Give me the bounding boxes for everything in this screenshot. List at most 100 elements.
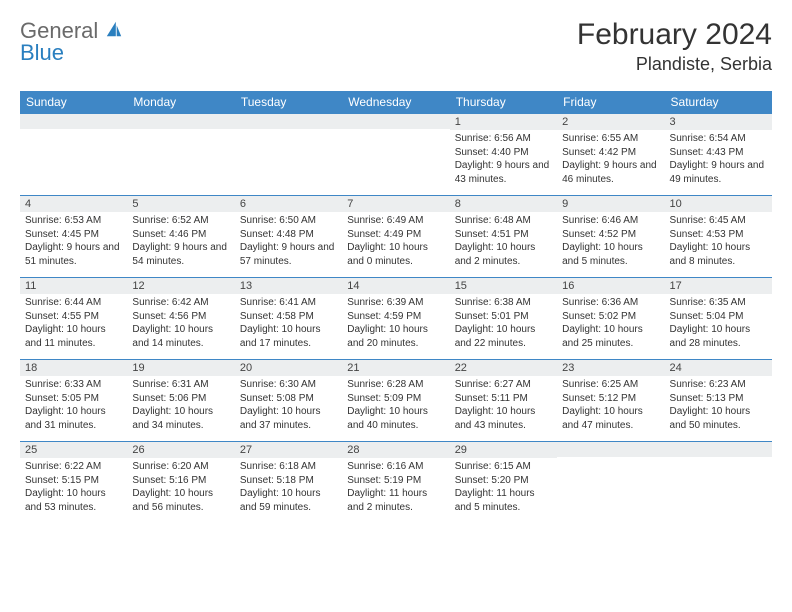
day-number: 9 (557, 196, 664, 212)
week-row: 1 Sunrise: 6:56 AMSunset: 4:40 PMDaylight… (20, 114, 772, 196)
day-info: Sunrise: 6:55 AMSunset: 4:42 PMDaylight:… (562, 132, 659, 186)
day-cell: 20Sunrise: 6:30 AMSunset: 5:08 PMDayligh… (235, 360, 342, 442)
day-info: Sunrise: 6:50 AMSunset: 4:48 PMDaylight:… (240, 214, 337, 268)
day-cell: 17 Sunrise: 6:35 AMSunset: 5:04 PMDayligh… (665, 278, 772, 360)
day-cell (235, 114, 342, 196)
day-cell: 13 Sunrise: 6:41 AMSunset: 4:58 PMDayligh… (235, 278, 342, 360)
day-number: 16 (557, 278, 664, 294)
day-cell: 8 Sunrise: 6:48 AMSunset: 4:51 PMDaylight… (450, 196, 557, 278)
day-cell: 9 Sunrise: 6:46 AMSunset: 4:52 PMDaylight… (557, 196, 664, 278)
day-cell: 6 Sunrise: 6:50 AMSunset: 4:48 PMDaylight… (235, 196, 342, 278)
day-header-row: SundayMondayTuesdayWednesdayThursdayFrid… (20, 91, 772, 114)
day-info: Sunrise: 6:18 AMSunset: 5:18 PMDaylight:… (240, 460, 337, 514)
empty-day-number (235, 114, 342, 129)
day-info: Sunrise: 6:15 AMSunset: 5:20 PMDaylight:… (455, 460, 552, 514)
day-cell: 2 Sunrise: 6:55 AMSunset: 4:42 PMDaylight… (557, 114, 664, 196)
day-cell: 15Sunrise: 6:38 AMSunset: 5:01 PMDayligh… (450, 278, 557, 360)
day-cell: 29Sunrise: 6:15 AMSunset: 5:20 PMDayligh… (450, 442, 557, 524)
day-number: 28 (342, 442, 449, 458)
day-info: Sunrise: 6:41 AMSunset: 4:58 PMDaylight:… (240, 296, 337, 350)
empty-day-number (127, 114, 234, 129)
empty-day-number (342, 114, 449, 129)
day-header-sunday: Sunday (20, 91, 127, 114)
day-cell: 1 Sunrise: 6:56 AMSunset: 4:40 PMDaylight… (450, 114, 557, 196)
day-number: 12 (127, 278, 234, 294)
day-info: Sunrise: 6:52 AMSunset: 4:46 PMDaylight:… (132, 214, 229, 268)
day-cell: 28 Sunrise: 6:16 AMSunset: 5:19 PMDayligh… (342, 442, 449, 524)
empty-day-number (20, 114, 127, 129)
day-info: Sunrise: 6:35 AMSunset: 5:04 PMDaylight:… (670, 296, 767, 350)
day-info: Sunrise: 6:30 AMSunset: 5:08 PMDaylight:… (240, 378, 337, 432)
day-cell: 22 Sunrise: 6:27 AMSunset: 5:11 PMDayligh… (450, 360, 557, 442)
day-number: 1 (450, 114, 557, 130)
day-cell (127, 114, 234, 196)
day-number: 4 (20, 196, 127, 212)
day-info: Sunrise: 6:23 AMSunset: 5:13 PMDaylight:… (670, 378, 767, 432)
calendar-table: SundayMondayTuesdayWednesdayThursdayFrid… (20, 91, 772, 524)
day-info: Sunrise: 6:54 AMSunset: 4:43 PMDaylight:… (670, 132, 767, 186)
day-cell: 18 Sunrise: 6:33 AMSunset: 5:05 PMDayligh… (20, 360, 127, 442)
day-cell: 23Sunrise: 6:25 AMSunset: 5:12 PMDayligh… (557, 360, 664, 442)
day-number: 19 (127, 360, 234, 376)
day-number: 15 (450, 278, 557, 294)
day-number: 25 (20, 442, 127, 458)
day-number: 18 (20, 360, 127, 376)
day-info: Sunrise: 6:45 AMSunset: 4:53 PMDaylight:… (670, 214, 767, 268)
day-number: 24 (665, 360, 772, 376)
day-info: Sunrise: 6:53 AMSunset: 4:45 PMDaylight:… (25, 214, 122, 268)
day-cell: 5 Sunrise: 6:52 AMSunset: 4:46 PMDaylight… (127, 196, 234, 278)
day-number: 17 (665, 278, 772, 294)
day-cell: 10Sunrise: 6:45 AMSunset: 4:53 PMDayligh… (665, 196, 772, 278)
day-number: 3 (665, 114, 772, 130)
logo-text-blue: Blue (20, 40, 123, 66)
day-cell (557, 442, 664, 524)
day-info: Sunrise: 6:31 AMSunset: 5:06 PMDaylight:… (132, 378, 229, 432)
day-number: 11 (20, 278, 127, 294)
day-cell (342, 114, 449, 196)
day-header-wednesday: Wednesday (342, 91, 449, 114)
day-info: Sunrise: 6:42 AMSunset: 4:56 PMDaylight:… (132, 296, 229, 350)
day-cell: 24 Sunrise: 6:23 AMSunset: 5:13 PMDayligh… (665, 360, 772, 442)
day-number: 8 (450, 196, 557, 212)
calendar-body: 1 Sunrise: 6:56 AMSunset: 4:40 PMDaylight… (20, 114, 772, 524)
day-header-monday: Monday (127, 91, 234, 114)
logo-text-wrap: General Blue (20, 18, 123, 66)
day-info: Sunrise: 6:22 AMSunset: 5:15 PMDaylight:… (25, 460, 122, 514)
day-info: Sunrise: 6:28 AMSunset: 5:09 PMDaylight:… (347, 378, 444, 432)
day-info: Sunrise: 6:27 AMSunset: 5:11 PMDaylight:… (455, 378, 552, 432)
logo-sail-icon (105, 20, 123, 38)
day-number: 5 (127, 196, 234, 212)
day-number: 22 (450, 360, 557, 376)
day-cell: 12 Sunrise: 6:42 AMSunset: 4:56 PMDayligh… (127, 278, 234, 360)
week-row: 4 Sunrise: 6:53 AMSunset: 4:45 PMDaylight… (20, 196, 772, 278)
day-info: Sunrise: 6:48 AMSunset: 4:51 PMDaylight:… (455, 214, 552, 268)
day-header-tuesday: Tuesday (235, 91, 342, 114)
day-cell: 14Sunrise: 6:39 AMSunset: 4:59 PMDayligh… (342, 278, 449, 360)
day-info: Sunrise: 6:44 AMSunset: 4:55 PMDaylight:… (25, 296, 122, 350)
day-cell: 16 Sunrise: 6:36 AMSunset: 5:02 PMDayligh… (557, 278, 664, 360)
day-cell: 3 Sunrise: 6:54 AMSunset: 4:43 PMDaylight… (665, 114, 772, 196)
day-header-saturday: Saturday (665, 91, 772, 114)
day-info: Sunrise: 6:33 AMSunset: 5:05 PMDaylight:… (25, 378, 122, 432)
day-number: 6 (235, 196, 342, 212)
day-info: Sunrise: 6:56 AMSunset: 4:40 PMDaylight:… (455, 132, 552, 186)
day-info: Sunrise: 6:36 AMSunset: 5:02 PMDaylight:… (562, 296, 659, 350)
day-number: 27 (235, 442, 342, 458)
day-cell: 4 Sunrise: 6:53 AMSunset: 4:45 PMDaylight… (20, 196, 127, 278)
location-label: Plandiste, Serbia (577, 54, 772, 75)
day-cell: 21Sunrise: 6:28 AMSunset: 5:09 PMDayligh… (342, 360, 449, 442)
day-number: 13 (235, 278, 342, 294)
day-info: Sunrise: 6:46 AMSunset: 4:52 PMDaylight:… (562, 214, 659, 268)
day-number: 2 (557, 114, 664, 130)
header: General Blue February 2024 Plandiste, Se… (20, 18, 772, 75)
day-number: 7 (342, 196, 449, 212)
day-info: Sunrise: 6:39 AMSunset: 4:59 PMDaylight:… (347, 296, 444, 350)
day-number: 26 (127, 442, 234, 458)
day-info: Sunrise: 6:16 AMSunset: 5:19 PMDaylight:… (347, 460, 444, 514)
day-cell: 7Sunrise: 6:49 AMSunset: 4:49 PMDaylight… (342, 196, 449, 278)
week-row: 25 Sunrise: 6:22 AMSunset: 5:15 PMDayligh… (20, 442, 772, 524)
day-header-friday: Friday (557, 91, 664, 114)
day-header-thursday: Thursday (450, 91, 557, 114)
day-cell (20, 114, 127, 196)
day-cell: 19 Sunrise: 6:31 AMSunset: 5:06 PMDayligh… (127, 360, 234, 442)
